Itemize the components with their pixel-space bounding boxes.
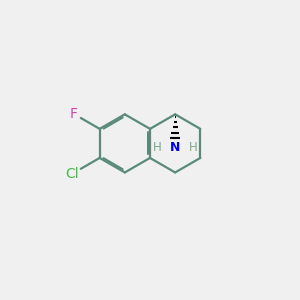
Text: H: H: [189, 141, 198, 154]
Text: F: F: [70, 107, 78, 121]
Text: H: H: [153, 141, 161, 154]
Text: N: N: [170, 141, 180, 154]
Text: Cl: Cl: [65, 167, 78, 181]
